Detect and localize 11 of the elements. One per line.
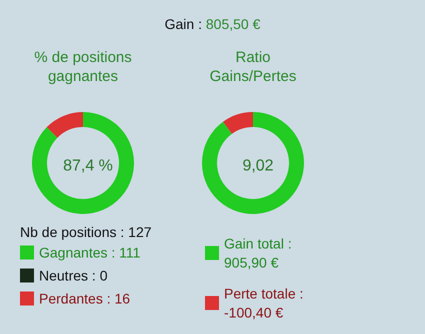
legend-label: Gagnantes : 111 [39, 244, 141, 260]
text: 9,02 [242, 158, 274, 174]
legend-title: Nb de positions : 127 [20, 224, 152, 240]
legend-label: Neutres : 0 [39, 268, 108, 284]
chart-title: Ratio Gains/Pertes [208, 48, 298, 86]
legend-label: Gain total : 905,90 € [224, 236, 296, 270]
legend-label: Perdantes : 16 [39, 290, 130, 306]
text: Gain : 805,50 € [164, 16, 262, 32]
legend-label: Perte totale : -100,40 € [224, 286, 308, 320]
text: 87,4 % [63, 158, 113, 174]
chart-title: % de positions gagnantes [33, 48, 133, 86]
